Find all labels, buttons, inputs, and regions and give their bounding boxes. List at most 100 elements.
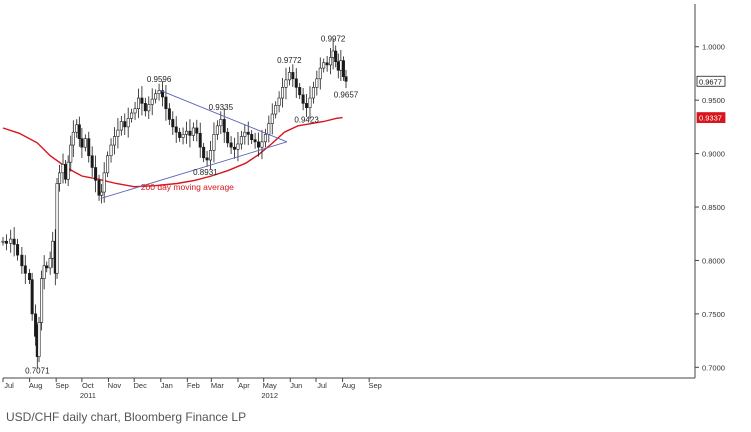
axis-layer: 0.7000 0.7500 0.8000 0.8500 0.9000 0.9500 1.00…	[2, 43, 726, 400]
price-bar	[298, 87, 302, 96]
price-bar	[171, 119, 175, 128]
price-annotation: 0.9423	[294, 115, 319, 124]
price-bar	[40, 278, 44, 323]
year-label: 2011	[80, 391, 96, 400]
x-tick-label: Sep	[55, 381, 68, 390]
price-bar	[83, 138, 87, 148]
price-bar	[23, 265, 27, 274]
price-bar	[318, 67, 322, 80]
price-bar	[58, 172, 62, 184]
x-tick-label: Nov	[108, 381, 122, 390]
price-bar	[260, 141, 264, 148]
trendline	[100, 141, 287, 199]
price-bar	[344, 76, 348, 82]
x-tick-label: Apr	[238, 381, 250, 390]
price-bar	[90, 155, 94, 168]
y-tick-label: 0.8000	[702, 256, 725, 265]
annotation-layer: 0.7071 0.9596 0.8931 0.9335 0.9772 0.9423 0.99…	[25, 35, 359, 376]
price-bar	[9, 238, 13, 244]
price-bar	[123, 121, 127, 128]
price-bar	[215, 125, 219, 135]
price-bar	[274, 105, 278, 115]
price-bar	[51, 240, 55, 259]
x-tick-label: Oct	[82, 381, 95, 390]
price-bar	[308, 97, 312, 108]
price-bar	[185, 130, 189, 135]
price-bar	[181, 134, 185, 138]
price-bar	[133, 108, 137, 114]
price-bar	[270, 113, 274, 124]
price-bar	[191, 127, 195, 136]
price-bar	[55, 183, 59, 274]
price-bar	[71, 131, 75, 146]
price-bar	[80, 138, 84, 148]
price-bar	[236, 143, 240, 150]
price-bar	[188, 130, 192, 136]
price-bar	[287, 72, 291, 81]
price-bar	[150, 98, 154, 105]
price-bar	[77, 124, 81, 139]
price-bar	[178, 131, 182, 138]
price-bar	[143, 103, 147, 112]
price-bar	[311, 87, 315, 99]
price-bar	[219, 119, 223, 127]
price-bar	[281, 87, 285, 99]
price-bar	[45, 265, 49, 269]
current-price-label: 0.9677	[699, 77, 722, 86]
price-bar	[222, 119, 226, 133]
current-price-box	[696, 75, 726, 87]
price-bar	[34, 313, 38, 337]
price-bar	[246, 131, 250, 135]
usdchf-chart: 0.7071 0.9596 0.8931 0.9335 0.9772 0.9423 0.99…	[1, 4, 726, 400]
price-bar	[331, 50, 335, 58]
y-tick-label: 1.0000	[702, 43, 725, 52]
x-tick-label: Jul	[4, 381, 14, 390]
price-bar	[301, 94, 305, 104]
moving-average-label: 200 day moving average	[141, 182, 234, 192]
price-bar	[167, 108, 171, 120]
x-tick-label: Feb	[187, 381, 200, 390]
price-annotation: 0.9972	[321, 35, 346, 44]
price-bar	[75, 124, 79, 133]
price-bar	[28, 272, 32, 280]
price-bar	[198, 132, 202, 148]
price-bar	[322, 62, 326, 69]
price-bar	[336, 61, 340, 71]
price-annotation: 0.9596	[147, 75, 172, 84]
price-annotation: 0.9772	[277, 56, 302, 65]
price-bar	[102, 172, 106, 193]
price-bar	[97, 180, 101, 196]
price-bar	[205, 157, 209, 161]
price-bar	[136, 97, 140, 110]
price-bar	[112, 136, 116, 146]
price-annotation: 0.9657	[334, 90, 359, 99]
price-bar	[64, 163, 68, 180]
price-bar	[315, 78, 319, 88]
price-bar	[195, 127, 199, 134]
price-bar	[157, 90, 161, 95]
trendline	[158, 89, 288, 143]
price-bar	[106, 155, 110, 174]
price-bar	[147, 104, 151, 112]
y-tick-label: 0.7500	[702, 310, 725, 319]
price-bar	[160, 90, 164, 98]
price-bar	[294, 78, 298, 88]
x-tick-label: Jan	[161, 381, 173, 390]
price-bar	[329, 57, 333, 66]
price-bar	[69, 144, 73, 163]
price-bar	[42, 265, 46, 279]
price-bar	[325, 62, 329, 66]
price-bar	[87, 138, 91, 157]
price-bar	[263, 134, 267, 143]
price-bar	[12, 238, 16, 245]
x-tick-label: Jul	[317, 381, 327, 390]
plot-frame	[3, 4, 696, 379]
price-bar	[164, 96, 168, 110]
price-bar	[126, 118, 130, 128]
price-bar	[334, 50, 338, 63]
y-tick-label: 0.8500	[702, 203, 725, 212]
x-tick-label: Jun	[290, 381, 302, 390]
price-bar	[257, 141, 261, 148]
price-bar	[116, 129, 120, 137]
price-bar	[267, 123, 271, 135]
